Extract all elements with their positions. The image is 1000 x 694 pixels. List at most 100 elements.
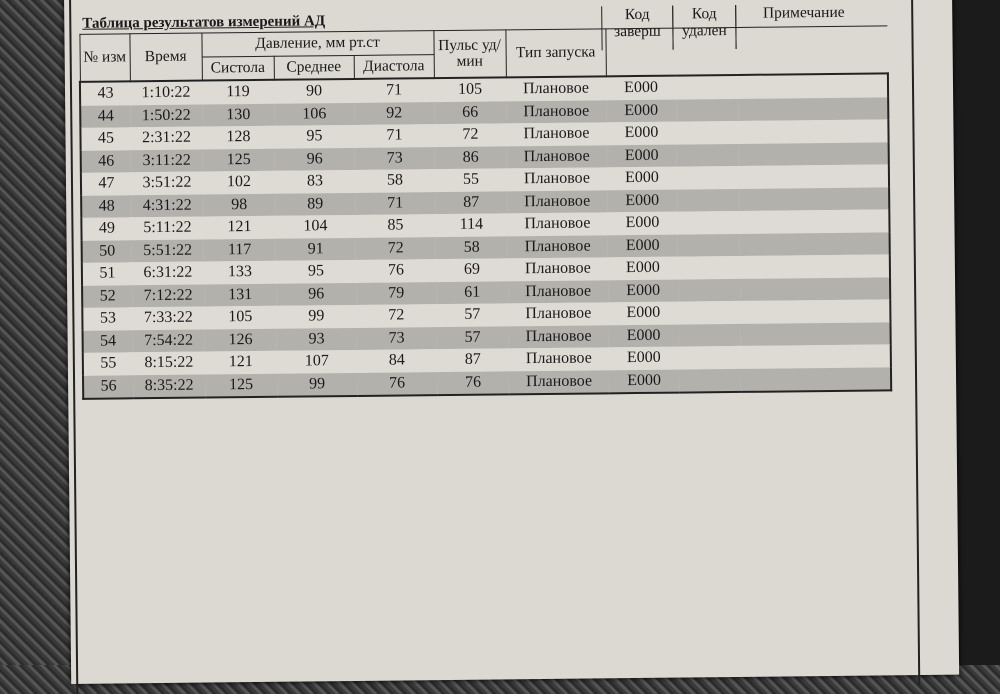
- cell-pulse: 55: [434, 168, 508, 192]
- cell-mean: 83: [274, 169, 356, 194]
- cell-end-code: E000: [606, 144, 677, 168]
- cell-launch-type: Плановое: [507, 234, 608, 259]
- cell-systole: 117: [203, 238, 276, 262]
- cell-empty: [677, 210, 740, 235]
- cell-empty: [739, 186, 890, 211]
- cell-pulse: 87: [436, 348, 509, 372]
- cell-pulse: 105: [433, 77, 507, 102]
- header-pulse: Пульс уд/мин: [433, 29, 506, 79]
- cell-end-code: E000: [606, 99, 677, 123]
- cell-end-code: E000: [608, 324, 679, 348]
- cell-empty: [740, 276, 891, 301]
- cell-empty: [738, 96, 889, 121]
- cell-systole: 125: [204, 373, 278, 398]
- cell-pulse: 61: [436, 280, 509, 305]
- cell-empty: [676, 143, 739, 167]
- cell-mean: 96: [276, 282, 357, 306]
- header-mean: Среднее: [273, 54, 354, 80]
- cell-launch-type: Плановое: [507, 212, 608, 236]
- cell-mean: 95: [275, 259, 357, 284]
- cell-empty: [740, 366, 892, 392]
- cell-systole: 131: [204, 283, 277, 307]
- cell-empty: [737, 73, 889, 99]
- cell-empty: [740, 299, 891, 324]
- cell-empty: [678, 300, 741, 325]
- cell-pulse: 57: [436, 325, 509, 350]
- cell-diastole: 58: [354, 169, 436, 193]
- header-systole: Систола: [201, 55, 274, 81]
- cell-pulse: 72: [434, 123, 507, 147]
- cell-num: 49: [81, 217, 132, 241]
- cell-time: 1:50:22: [130, 104, 203, 128]
- cell-num: 56: [82, 374, 134, 399]
- header-time: Время: [129, 33, 202, 82]
- cell-empty: [740, 344, 891, 369]
- cell-mean: 91: [275, 237, 356, 261]
- cell-time: 1:10:22: [129, 80, 203, 105]
- cell-mean: 90: [273, 78, 355, 104]
- cell-diastole: 72: [355, 236, 436, 260]
- cell-num: 54: [82, 329, 133, 353]
- cell-time: 7:33:22: [132, 306, 205, 330]
- cell-systole: 119: [201, 79, 275, 105]
- cell-end-code: E000: [605, 75, 677, 100]
- cell-launch-type: Плановое: [507, 257, 609, 281]
- cell-mean: 89: [275, 192, 356, 216]
- cell-empty: [678, 345, 741, 370]
- cell-launch-type: Плановое: [506, 167, 608, 191]
- cell-diastole: 76: [355, 259, 437, 283]
- cell-diastole: 84: [356, 349, 437, 373]
- cell-launch-type: Плановое: [507, 189, 608, 214]
- cell-num: 47: [80, 172, 132, 196]
- cell-launch-type: Плановое: [508, 369, 610, 395]
- cell-end-code: E000: [607, 234, 678, 258]
- cell-diastole: 71: [355, 191, 436, 215]
- cell-launch-type: Плановое: [508, 324, 609, 349]
- cell-systole: 128: [202, 125, 275, 150]
- cell-empty: [677, 255, 741, 280]
- cell-systole: 126: [204, 328, 277, 352]
- cell-pulse: 76: [436, 370, 510, 396]
- cell-empty: [676, 98, 739, 122]
- cell-mean: 104: [275, 214, 356, 239]
- cell-num: 45: [80, 127, 131, 151]
- header-end-code: Код заверш: [601, 5, 674, 51]
- cell-mean: 107: [276, 349, 357, 374]
- cell-time: 6:31:22: [131, 261, 205, 285]
- cell-launch-type: Плановое: [506, 144, 607, 169]
- cell-num: 44: [80, 104, 131, 128]
- cell-pulse: 87: [435, 190, 508, 215]
- cell-num: 48: [81, 194, 132, 218]
- cell-diastole: 71: [353, 78, 435, 103]
- cell-launch-type: Плановое: [506, 122, 607, 146]
- cell-systole: 130: [202, 103, 275, 127]
- cell-pulse: 114: [435, 213, 508, 237]
- header-diastole: Диастола: [353, 54, 434, 79]
- cell-empty: [738, 119, 889, 144]
- cell-end-code: E000: [606, 166, 678, 190]
- cell-diastole: 79: [356, 281, 437, 305]
- cell-mean: 99: [276, 372, 358, 397]
- cell-end-code: E000: [606, 121, 677, 145]
- cell-empty: [675, 74, 739, 100]
- cell-num: 51: [81, 262, 133, 286]
- cell-pulse: 69: [435, 258, 509, 282]
- cell-mean: 99: [276, 304, 357, 329]
- cell-mean: 106: [274, 102, 355, 126]
- cell-time: 3:51:22: [130, 171, 204, 195]
- cell-diastole: 76: [356, 371, 438, 396]
- cell-systole: 121: [203, 215, 276, 240]
- cell-diastole: 72: [356, 304, 437, 328]
- cell-end-code: E000: [608, 346, 679, 370]
- cell-pulse: 58: [435, 235, 508, 260]
- cell-mean: 96: [274, 147, 355, 171]
- cell-time: 3:11:22: [130, 149, 203, 173]
- cell-empty: [678, 278, 741, 302]
- cell-time: 2:31:22: [130, 126, 203, 150]
- cell-mean: 93: [276, 327, 357, 351]
- cell-empty: [677, 188, 740, 212]
- cell-num: 55: [82, 352, 133, 376]
- cell-diastole: 85: [355, 214, 436, 238]
- bp-results-table: № изм Время Давление, мм рт.ст Пульс уд/…: [78, 25, 892, 399]
- cell-pulse: 57: [436, 303, 509, 327]
